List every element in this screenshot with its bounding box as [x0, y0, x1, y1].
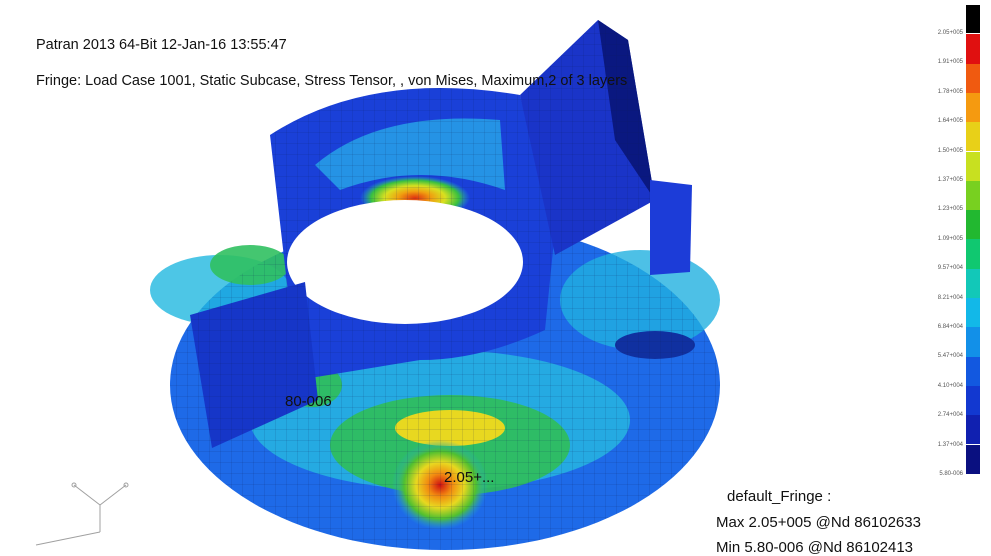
spectrum-label: 1.50+005: [937, 147, 963, 154]
spectrum-swatch: [966, 327, 980, 357]
spectrum-label: 1.64+005: [937, 118, 963, 125]
spectrum-swatch: [966, 5, 980, 33]
fringe-result-title: default_Fringe :: [727, 488, 832, 505]
spectrum-swatch: [966, 34, 980, 64]
fringe-max-value: Max 2.05+005 @Nd 86102633: [716, 514, 921, 531]
spectrum-label: 5.47+004: [937, 353, 963, 360]
cylinder-wall: [270, 88, 555, 381]
spectrum-swatch: [966, 356, 980, 386]
spectrum-swatch: [966, 239, 980, 269]
min-node-tag: 80-006: [285, 393, 332, 410]
spectrum-label: 1.09+005: [937, 235, 963, 242]
fringe-min-value: Min 5.80-006 @Nd 86102413: [716, 539, 914, 556]
spectrum-label: 1.37+005: [937, 177, 963, 183]
spectrum-swatch: [966, 415, 980, 445]
spectrum-label: 1.91+005: [937, 59, 963, 66]
spectrum-swatch: [966, 180, 980, 211]
spectrum-label: 5.80-006: [939, 471, 963, 477]
xyz-axis-triad-icon: [35, 482, 129, 546]
spectrum-swatch: [966, 151, 980, 181]
spectrum-label: 1.37+004: [937, 441, 963, 448]
spectrum-swatch: [966, 268, 980, 298]
spectrum-swatch: [966, 210, 980, 240]
spectrum-label: 4.10+004: [937, 382, 963, 389]
spectrum-swatch: [966, 122, 980, 152]
spectrum-label: 2.05+005: [937, 30, 963, 36]
fringe-description: Fringe: Load Case 1001, Static Subcase, …: [36, 73, 628, 89]
spectrum-label: 8.21+004: [937, 294, 963, 301]
spectrum-swatch: [966, 444, 980, 474]
spectrum-label: 1.78+005: [937, 88, 963, 95]
spectrum-swatch: [966, 63, 980, 93]
max-node-tag: 2.05+...: [444, 469, 494, 486]
spectrum-label: 9.57+004: [937, 265, 963, 272]
stiffener-plates: [190, 20, 692, 448]
spectrum-label: 1.23+005: [937, 206, 963, 213]
spectrum-label: 2.74+004: [937, 412, 963, 419]
spectrum-swatch: [966, 92, 980, 123]
spectrum-label: 6.84+004: [937, 324, 963, 330]
spectrum-swatch: [966, 298, 980, 328]
viewport-title: Patran 2013 64-Bit 12-Jan-16 13:55:47: [36, 37, 287, 53]
spectrum-swatch: [966, 385, 980, 416]
